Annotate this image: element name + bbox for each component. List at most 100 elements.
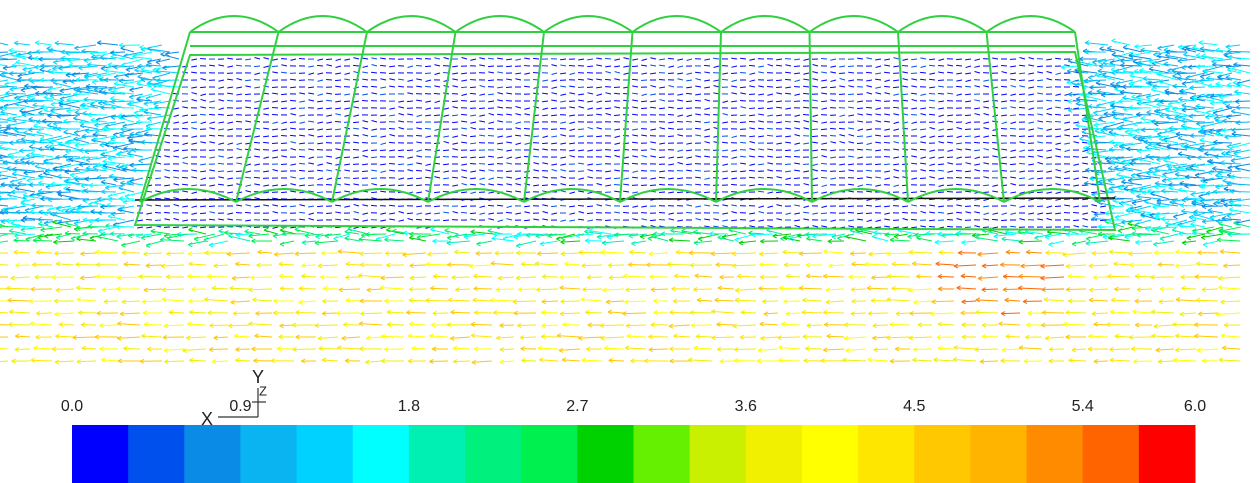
vector: [659, 192, 665, 193]
vector: [191, 170, 197, 171]
vector: [515, 191, 521, 192]
vector: [353, 219, 359, 220]
vector-head: [872, 235, 876, 239]
vector: [650, 73, 656, 74]
vector: [389, 86, 395, 87]
vector: [920, 94, 926, 95]
vector-head: [134, 111, 138, 115]
vector: [524, 128, 530, 129]
vector-head: [43, 171, 47, 175]
vector: [830, 87, 836, 88]
vector: [570, 129, 575, 130]
vector: [434, 86, 440, 87]
vector: [695, 184, 701, 185]
vector: [597, 94, 602, 95]
vector: [1028, 199, 1034, 200]
vector: [929, 65, 935, 66]
vector: [623, 191, 629, 192]
vector: [65, 142, 80, 143]
vector: [362, 150, 368, 151]
vector: [156, 162, 161, 164]
vector: [785, 150, 791, 151]
vector: [1029, 108, 1034, 110]
vector: [822, 185, 827, 187]
vector: [983, 206, 989, 207]
vector: [848, 107, 854, 108]
vector: [227, 93, 233, 94]
vector: [200, 142, 206, 143]
vector: [479, 157, 485, 158]
vector: [641, 101, 647, 102]
vector: [776, 143, 782, 144]
vector: [1046, 87, 1052, 88]
vector: [650, 58, 656, 59]
vector: [605, 171, 611, 172]
vector: [416, 213, 422, 214]
vector: [1055, 114, 1061, 115]
vector: [821, 156, 827, 157]
vector: [695, 86, 701, 87]
vector: [839, 164, 845, 165]
vector: [804, 206, 809, 207]
vector: [362, 121, 368, 122]
vector: [632, 206, 638, 207]
vector: [911, 163, 917, 164]
vector-head: [1178, 136, 1182, 140]
vector: [714, 66, 719, 68]
vector: [533, 72, 539, 73]
vector: [623, 163, 629, 164]
vector: [974, 100, 980, 101]
vector: [218, 198, 224, 199]
vector: [956, 149, 962, 150]
vector: [947, 171, 953, 172]
vector: [929, 79, 935, 80]
vector: [200, 206, 206, 207]
vector-head: [1173, 215, 1177, 219]
vector: [632, 86, 638, 87]
vector: [857, 178, 863, 179]
vector: [461, 135, 467, 136]
vector: [1055, 149, 1061, 150]
vector: [434, 177, 440, 178]
vector: [956, 212, 962, 213]
vector: [749, 213, 755, 214]
vector: [983, 227, 989, 228]
vector: [596, 58, 602, 59]
vector: [731, 150, 737, 151]
vector: [227, 87, 233, 88]
vector: [317, 108, 323, 109]
vector: [146, 227, 152, 228]
vector: [363, 135, 368, 136]
vector: [902, 86, 908, 87]
vector: [407, 157, 413, 158]
vector: [579, 107, 584, 108]
vector: [542, 149, 548, 150]
vector: [965, 86, 971, 87]
vector: [731, 86, 737, 87]
vector: [0, 204, 8, 206]
vector: [749, 121, 755, 122]
vector: [399, 211, 404, 213]
vector: [732, 253, 756, 254]
vector: [929, 212, 935, 213]
vector: [866, 205, 872, 206]
vector: [336, 66, 341, 67]
vector-head: [47, 208, 51, 212]
vector: [893, 107, 899, 108]
vector: [560, 59, 566, 60]
vector: [326, 79, 332, 80]
vector: [182, 115, 188, 116]
vector: [255, 73, 260, 74]
vector: [587, 170, 593, 171]
vector: [938, 108, 944, 109]
vector: [335, 149, 341, 150]
vector: [875, 73, 881, 74]
vector: [957, 127, 962, 129]
vector: [794, 66, 800, 67]
vector: [173, 142, 179, 143]
vector: [227, 122, 233, 123]
vector: [380, 94, 386, 95]
vector: [920, 72, 926, 73]
vector: [245, 136, 251, 137]
vector: [254, 101, 260, 102]
